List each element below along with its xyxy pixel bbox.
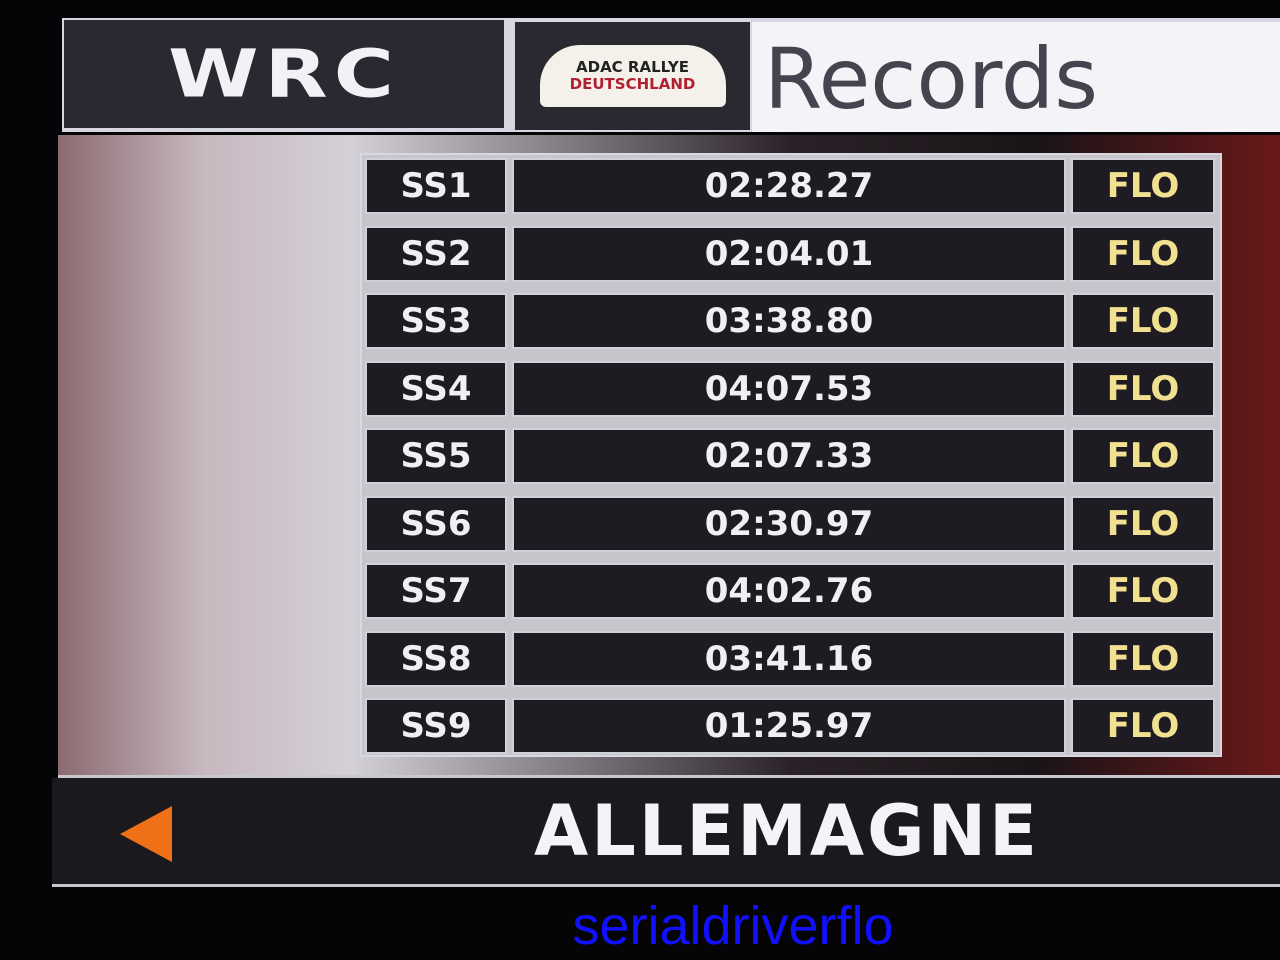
country-name: ALLEMAGNE: [534, 790, 1040, 872]
stage-cell: SS1: [365, 158, 507, 214]
title-panel: Records: [752, 22, 1280, 132]
driver-cell: FLO: [1071, 563, 1215, 619]
stage-cell: SS8: [365, 630, 507, 687]
left-arrow-icon[interactable]: [120, 806, 172, 862]
time-cell: 02:04.01: [512, 225, 1066, 282]
stage-cell: SS3: [365, 293, 507, 349]
bottom-bar: ALLEMAGNE: [52, 778, 1280, 887]
rally-logo: ADAC RALLYE DEUTSCHLAND: [539, 45, 726, 107]
table-row[interactable]: SS6 02:30.97 FLO: [365, 495, 1215, 552]
time-cell: 03:38.80: [512, 293, 1066, 349]
time-cell: 03:41.16: [512, 630, 1066, 687]
driver-cell: FLO: [1071, 428, 1215, 484]
watermark: serialdriverflo: [572, 896, 894, 956]
rally-logo-line1: ADAC RALLYE: [576, 58, 689, 76]
table-row[interactable]: SS5 02:07.33 FLO: [365, 428, 1215, 484]
header: WRC ADAC RALLYE DEUTSCHLAND Records: [62, 18, 1280, 132]
stage-cell: SS7: [365, 563, 507, 619]
time-cell: 04:02.76: [512, 563, 1066, 619]
driver-cell: FLO: [1071, 698, 1215, 754]
stage-cell: SS4: [365, 360, 507, 417]
driver-cell: FLO: [1071, 158, 1215, 214]
time-cell: 02:30.97: [512, 495, 1066, 552]
stage-cell: SS6: [365, 495, 507, 552]
rally-logo-line2: DEUTSCHLAND: [569, 75, 696, 93]
time-cell: 02:28.27: [512, 158, 1066, 214]
stage-cell: SS5: [365, 428, 507, 484]
table-row[interactable]: SS4 04:07.53 FLO: [365, 360, 1215, 417]
time-cell: 04:07.53: [512, 360, 1066, 417]
table-row[interactable]: SS9 01:25.97 FLO: [365, 698, 1215, 754]
time-cell: 02:07.33: [512, 428, 1066, 484]
table-row[interactable]: SS7 04:02.76 FLO: [365, 563, 1215, 619]
records-table: SS1 02:28.27 FLO SS2 02:04.01 FLO SS3 03:38.80 F…: [360, 153, 1222, 757]
table-row[interactable]: SS3 03:38.80 FLO: [365, 293, 1215, 349]
driver-cell: FLO: [1071, 360, 1215, 417]
table-row[interactable]: SS2 02:04.01 FLO: [365, 225, 1215, 282]
wrc-logo-box: WRC: [64, 20, 504, 128]
driver-cell: FLO: [1071, 630, 1215, 687]
stage-cell: SS9: [365, 698, 507, 754]
driver-cell: FLO: [1071, 495, 1215, 552]
driver-cell: FLO: [1071, 293, 1215, 349]
page-title: Records: [764, 30, 1098, 128]
table-row[interactable]: SS8 03:41.16 FLO: [365, 630, 1215, 687]
rally-logo-box: ADAC RALLYE DEUTSCHLAND: [515, 22, 750, 130]
driver-cell: FLO: [1071, 225, 1215, 282]
time-cell: 01:25.97: [512, 698, 1066, 754]
stage-cell: SS2: [365, 225, 507, 282]
wrc-logo: WRC: [168, 36, 400, 112]
table-row[interactable]: SS1 02:28.27 FLO: [365, 158, 1215, 214]
